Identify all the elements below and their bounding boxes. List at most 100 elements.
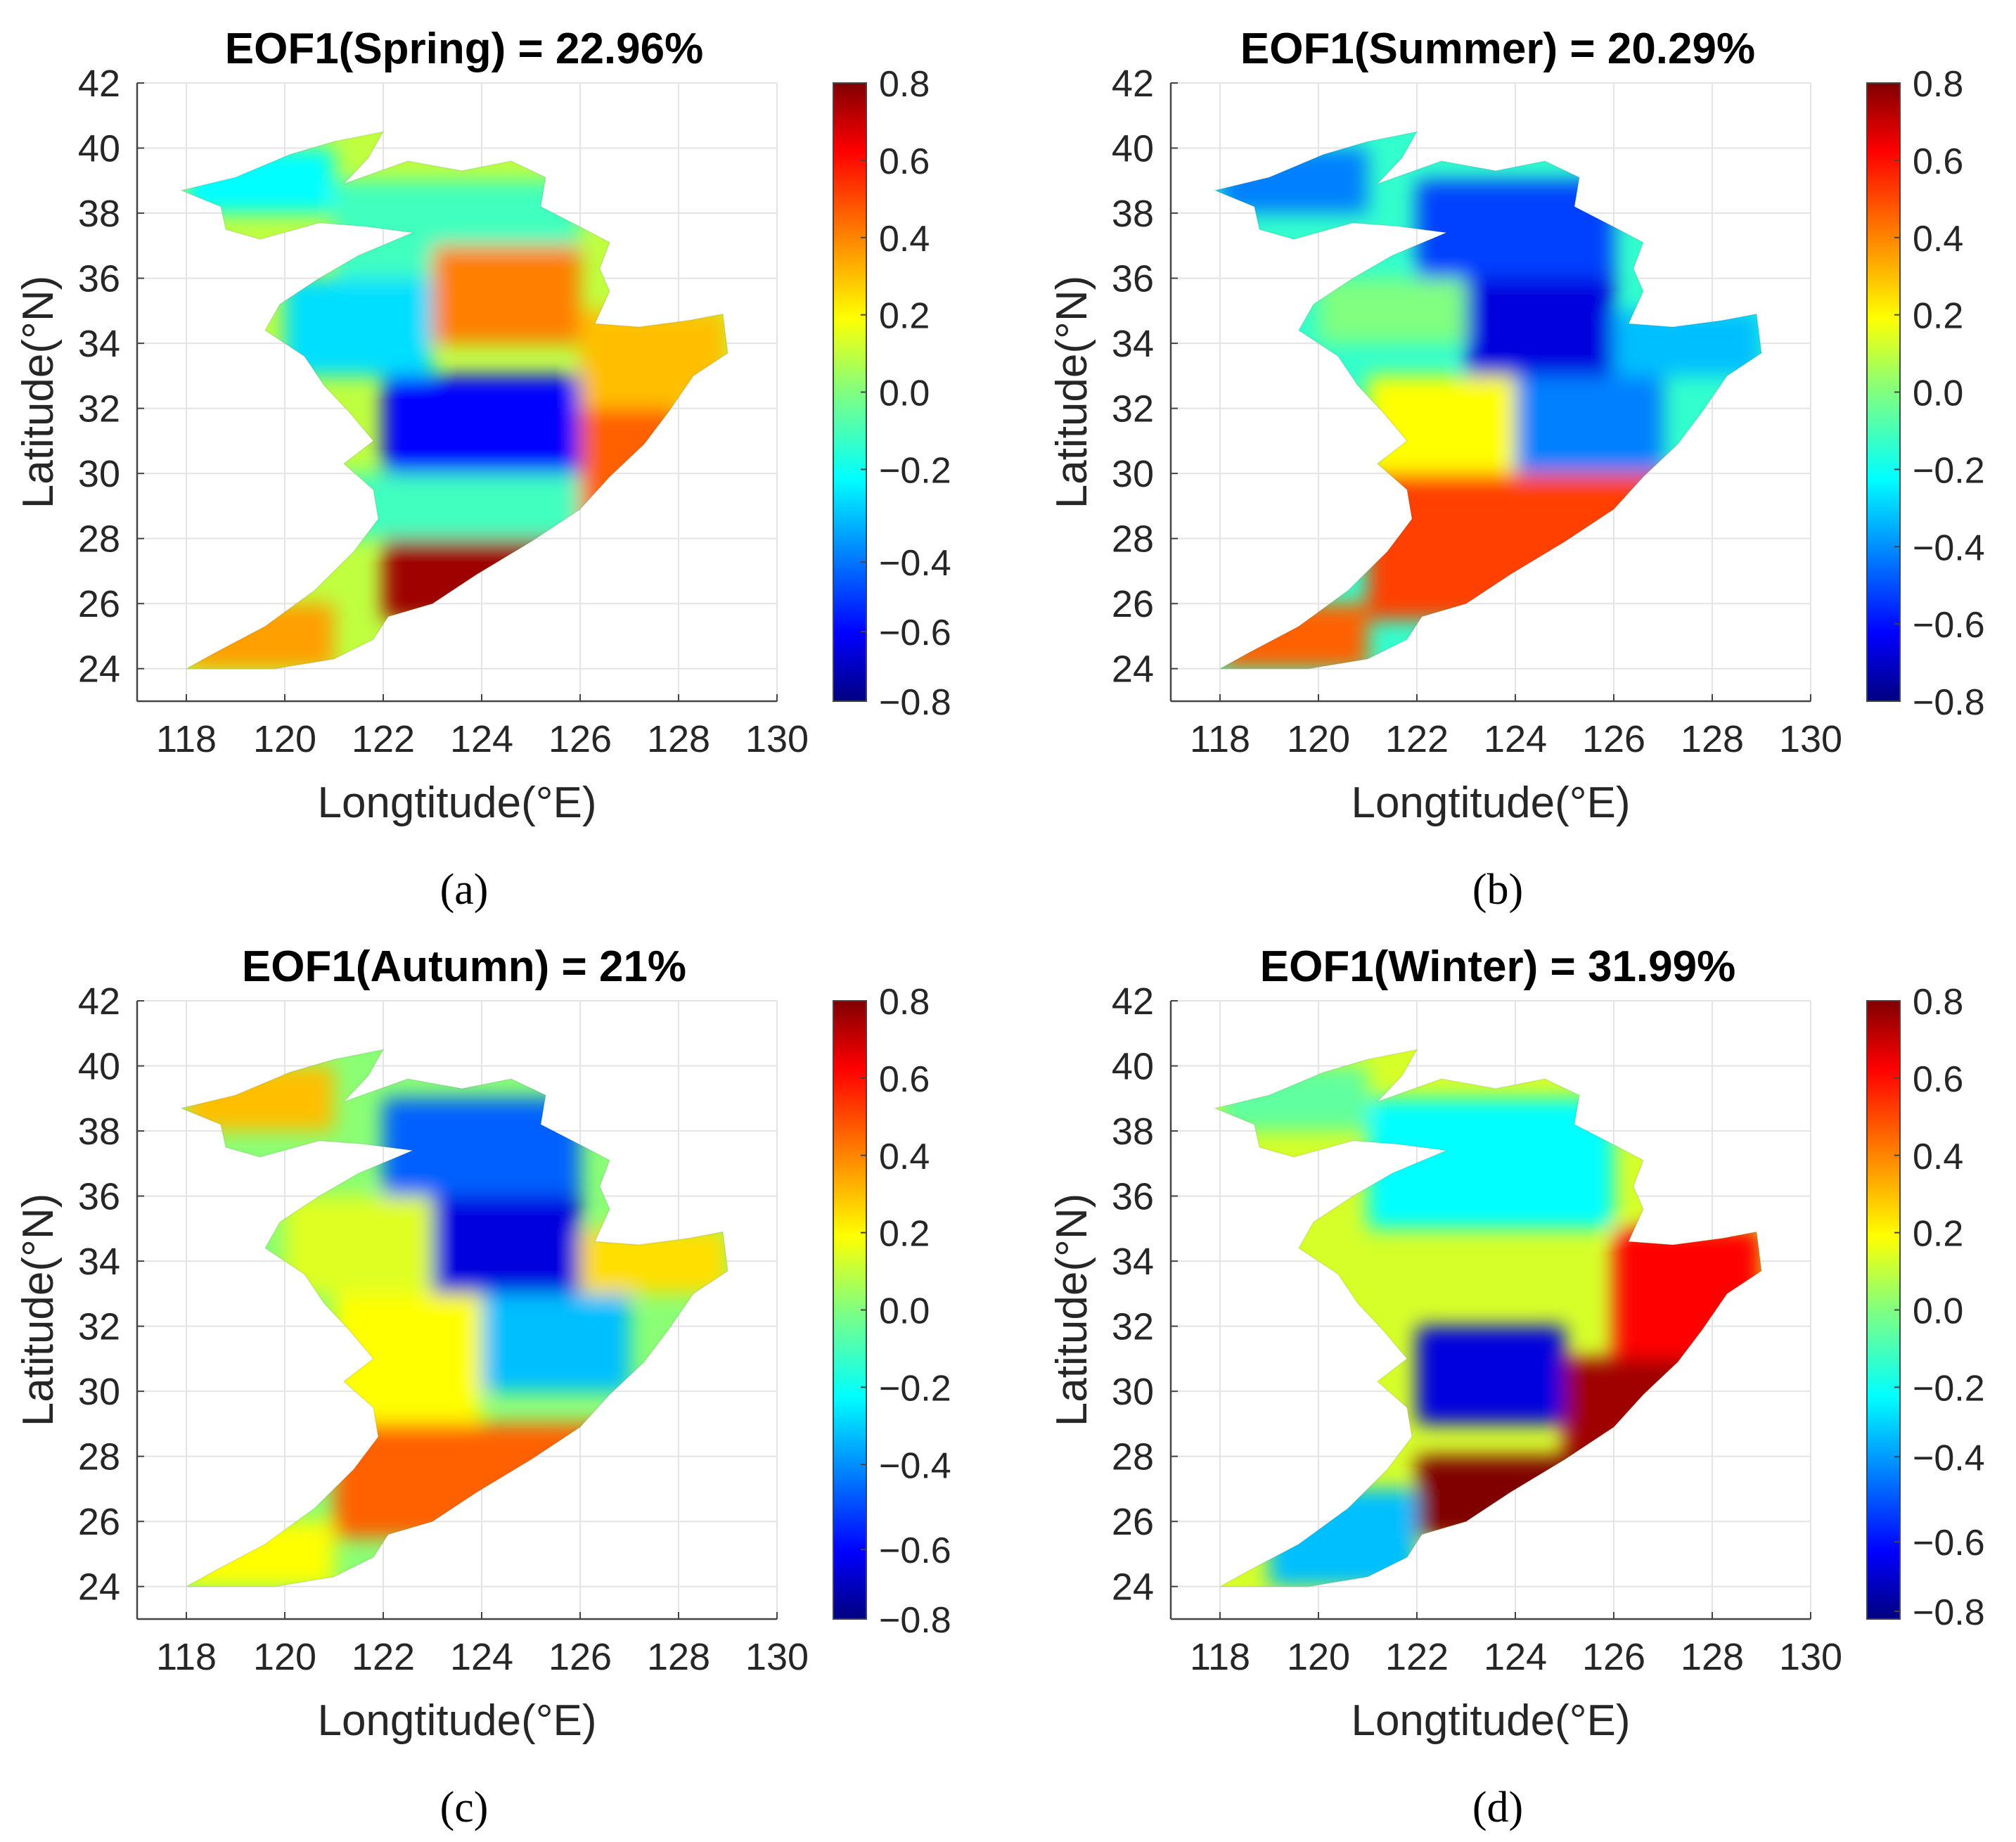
y-tick-label: 38 xyxy=(78,193,120,235)
colorbar-tick-label: −0.8 xyxy=(879,682,951,723)
colorbar-tick-label: 0.6 xyxy=(879,1059,930,1100)
y-tick-label: 34 xyxy=(1112,323,1154,365)
x-tick-label: 128 xyxy=(1681,718,1744,760)
x-tick-label: 122 xyxy=(352,718,415,760)
panel-a: 118 120 122 124 126 128 130 24 26 28 30 32 34 36 38 40 4… xyxy=(14,25,951,914)
y-tick-label: 30 xyxy=(1112,1371,1154,1413)
x-tick-label: 124 xyxy=(450,718,513,760)
colorbar-tick-label: 0.2 xyxy=(879,296,930,337)
field-cell xyxy=(1515,376,1663,474)
y-tick-label: 24 xyxy=(1112,1566,1154,1608)
y-tick-label: 34 xyxy=(78,323,120,365)
x-axis-label: Longtitude(°E) xyxy=(317,779,596,827)
field-cell xyxy=(482,1293,629,1392)
colorbar-tick-label: 0.6 xyxy=(879,141,930,182)
y-tick-label: 32 xyxy=(1112,1306,1154,1348)
y-tick-label: 42 xyxy=(1112,980,1154,1023)
y-tick-label: 32 xyxy=(1112,388,1154,430)
colorbar-tick-label: 0.0 xyxy=(1913,1291,1963,1332)
colorbar-tick-label: 0.2 xyxy=(1913,1214,1963,1255)
x-tick-label: 128 xyxy=(1681,1636,1744,1678)
y-axis-label: Latitude(°N) xyxy=(1048,1194,1096,1427)
y-tick-label: 34 xyxy=(78,1241,120,1283)
panel-label: (d) xyxy=(1472,1784,1523,1831)
colorbar-tick-label: 0.0 xyxy=(1913,373,1963,414)
colorbar-tick-label: −0.4 xyxy=(879,1445,951,1486)
y-axis-label: Latitude(°N) xyxy=(1048,276,1096,509)
y-tick-label: 42 xyxy=(1112,63,1154,105)
chart-title: EOF1(Summer) = 20.29% xyxy=(1240,25,1755,73)
y-tick-label: 26 xyxy=(78,1501,120,1543)
y-tick-label: 40 xyxy=(78,128,120,170)
panel-label: (a) xyxy=(440,866,489,914)
sea-outline xyxy=(179,1048,729,1587)
x-axis-label: Longtitude(°E) xyxy=(317,1696,596,1745)
x-tick-label: 130 xyxy=(745,718,809,760)
y-tick-label: 36 xyxy=(78,258,120,300)
colorbar-tick-label: −0.6 xyxy=(1913,1523,1985,1563)
y-tick-label: 34 xyxy=(1112,1241,1154,1283)
x-tick-label: 118 xyxy=(1190,1636,1250,1678)
y-tick-label: 36 xyxy=(78,1176,120,1218)
x-tick-label: 118 xyxy=(156,1636,217,1678)
x-tick-label: 120 xyxy=(253,1636,316,1678)
colorbar-tick-label: −0.2 xyxy=(879,450,951,491)
x-tick-label: 128 xyxy=(647,1636,710,1678)
field-cell xyxy=(432,1196,580,1294)
y-tick-label: 40 xyxy=(78,1046,120,1088)
y-tick-label: 28 xyxy=(78,518,120,561)
y-tick-label: 26 xyxy=(78,583,120,625)
y-tick-label: 40 xyxy=(1112,128,1154,170)
colorbar-tick-label: 0.4 xyxy=(1913,219,1963,260)
panel-b: 118 120 122 124 126 128 130 24 26 28 30 32 34 36 38 40 4… xyxy=(1048,25,1985,914)
colorbar-tick-label: −0.4 xyxy=(879,543,951,584)
x-tick-label: 118 xyxy=(1190,718,1250,760)
panel-d: 118 120 122 124 126 128 130 24 26 28 30 32 34 36 38 40 4… xyxy=(1048,942,1985,1831)
y-tick-label: 40 xyxy=(1112,1046,1154,1088)
y-tick-label: 36 xyxy=(1112,258,1154,300)
y-tick-label: 26 xyxy=(1112,1501,1154,1543)
y-tick-label: 26 xyxy=(1112,583,1154,625)
y-tick-label: 28 xyxy=(1112,518,1154,561)
colorbar-tick-label: 0.8 xyxy=(879,982,930,1023)
x-tick-label: 126 xyxy=(1582,1636,1645,1678)
colorbar-tick-label: 0.6 xyxy=(1913,141,1963,182)
field-cell xyxy=(383,376,580,474)
colorbar-tick-label: 0.4 xyxy=(1913,1137,1963,1177)
colorbar-tick-label: −0.6 xyxy=(1913,605,1985,646)
y-tick-label: 30 xyxy=(78,453,120,495)
x-tick-label: 120 xyxy=(1287,718,1350,760)
colorbar-tick-label: −0.4 xyxy=(1913,527,1985,568)
y-tick-label: 38 xyxy=(1112,193,1154,235)
x-tick-label: 118 xyxy=(156,718,217,760)
y-tick-label: 30 xyxy=(78,1371,120,1413)
x-tick-label: 126 xyxy=(548,718,612,760)
colorbar-tick-label: 0.6 xyxy=(1913,1059,1963,1100)
x-tick-label: 124 xyxy=(450,1636,513,1678)
colorbar-tick-label: −0.2 xyxy=(879,1368,951,1409)
chart-title: EOF1(Spring) = 22.96% xyxy=(225,25,704,73)
y-tick-label: 28 xyxy=(1112,1436,1154,1478)
x-tick-label: 122 xyxy=(1385,718,1449,760)
colorbar-tick-label: −0.6 xyxy=(879,613,951,653)
x-tick-label: 130 xyxy=(1779,1636,1842,1678)
x-tick-label: 128 xyxy=(647,718,710,760)
colorbar-tick-label: 0.8 xyxy=(1913,982,1963,1023)
y-tick-label: 32 xyxy=(78,388,120,430)
colorbar-tick-label: −0.4 xyxy=(1913,1438,1985,1478)
sea-outline xyxy=(179,130,729,670)
field-cell xyxy=(285,278,432,376)
panel-label: (c) xyxy=(440,1784,489,1831)
colorbar-tick-label: 0.4 xyxy=(879,219,930,260)
colorbar-tick-label: 0.4 xyxy=(879,1137,930,1177)
x-tick-label: 120 xyxy=(1287,1636,1350,1678)
y-tick-label: 28 xyxy=(78,1436,120,1478)
colorbar-tick-label: 0.2 xyxy=(1913,296,1963,337)
x-tick-label: 126 xyxy=(548,1636,612,1678)
y-tick-label: 36 xyxy=(1112,1176,1154,1218)
y-tick-label: 24 xyxy=(78,648,120,691)
field-cell xyxy=(1417,1326,1565,1424)
y-tick-label: 38 xyxy=(78,1111,120,1153)
colorbar-tick-label: 0.8 xyxy=(1913,64,1963,105)
